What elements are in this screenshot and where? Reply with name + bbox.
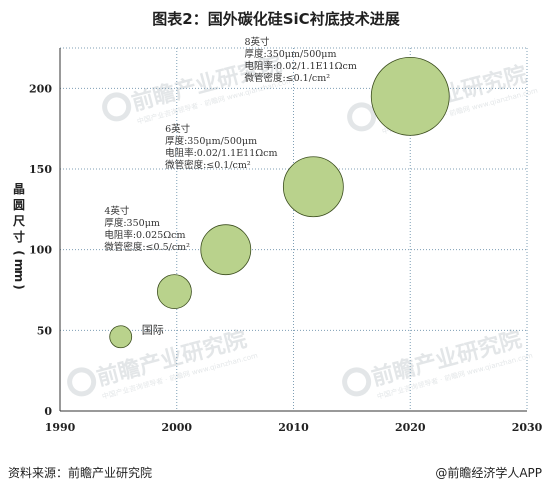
bubble-series <box>109 57 450 349</box>
annotation-line: 4英寸 <box>104 205 130 217</box>
y-label-char: 晶 <box>13 181 25 196</box>
y-label-char: ( <box>12 250 26 255</box>
brand-note: @前瞻经济学人APP <box>435 466 542 480</box>
watermark-emblem <box>347 102 377 132</box>
annotation-line: 微管密度:≤0.1/cm² <box>165 159 251 171</box>
y-tick-label: 150 <box>29 163 52 176</box>
y-label-char: m <box>12 259 26 272</box>
axes <box>59 47 528 412</box>
bubble-point <box>370 57 450 136</box>
watermark-emblem <box>102 92 132 122</box>
y-label-char: m <box>12 270 26 283</box>
watermark-emblem <box>67 367 97 397</box>
annotation-line: 厚度:350μm/500μm <box>244 48 336 60</box>
chart-title: 图表2：国外碳化硅SiC衬底技术进展 <box>152 10 400 28</box>
watermark-emblem <box>342 367 372 397</box>
x-tick-label: 2020 <box>395 421 426 434</box>
y-label-char: 尺 <box>13 214 25 228</box>
bubble-point <box>200 224 252 276</box>
tick-labels: 1990 2000 2010 2020 2030 0 50 100 150 200 <box>29 82 543 434</box>
x-tick-label: 2010 <box>278 421 309 434</box>
y-tick-label: 200 <box>29 82 52 95</box>
source-note: 资料来源：前瞻产业研究院 <box>8 466 153 480</box>
x-tick-label: 2000 <box>161 421 192 434</box>
annotation-line: 8英寸 <box>244 36 270 48</box>
bubble-point <box>109 325 133 349</box>
annotation-line: 电阻率:0.02/1.1E11Ωcm <box>165 147 277 159</box>
y-label-char: 圆 <box>13 198 25 212</box>
x-tick-label: 1990 <box>45 421 76 434</box>
annotation-line: 微管密度:≤0.1/cm² <box>244 72 330 84</box>
y-tick-label: 50 <box>37 324 53 337</box>
bubble-point <box>157 274 192 310</box>
y-label-char: 寸 <box>13 229 25 244</box>
annotation-line: 6英寸 <box>165 123 191 135</box>
annotation-line: 国际 <box>142 324 164 337</box>
y-tick-label: 100 <box>29 244 52 257</box>
bubble-point <box>282 156 344 218</box>
x-tick-label: 2030 <box>512 421 543 434</box>
y-tick-label: 0 <box>44 405 52 418</box>
annotation-line: 电阻率:0.025Ωcm <box>104 229 185 241</box>
annotation-line: 微管密度:≤0.5/cm² <box>104 241 190 253</box>
annotation-line: 厚度:350μm <box>104 217 160 229</box>
annotation-line: 厚度:350μm/500μm <box>165 135 257 147</box>
annotation-line: 电阻率:0.02/1.1E11Ωcm <box>244 60 356 72</box>
y-label-char: ) <box>12 284 26 289</box>
